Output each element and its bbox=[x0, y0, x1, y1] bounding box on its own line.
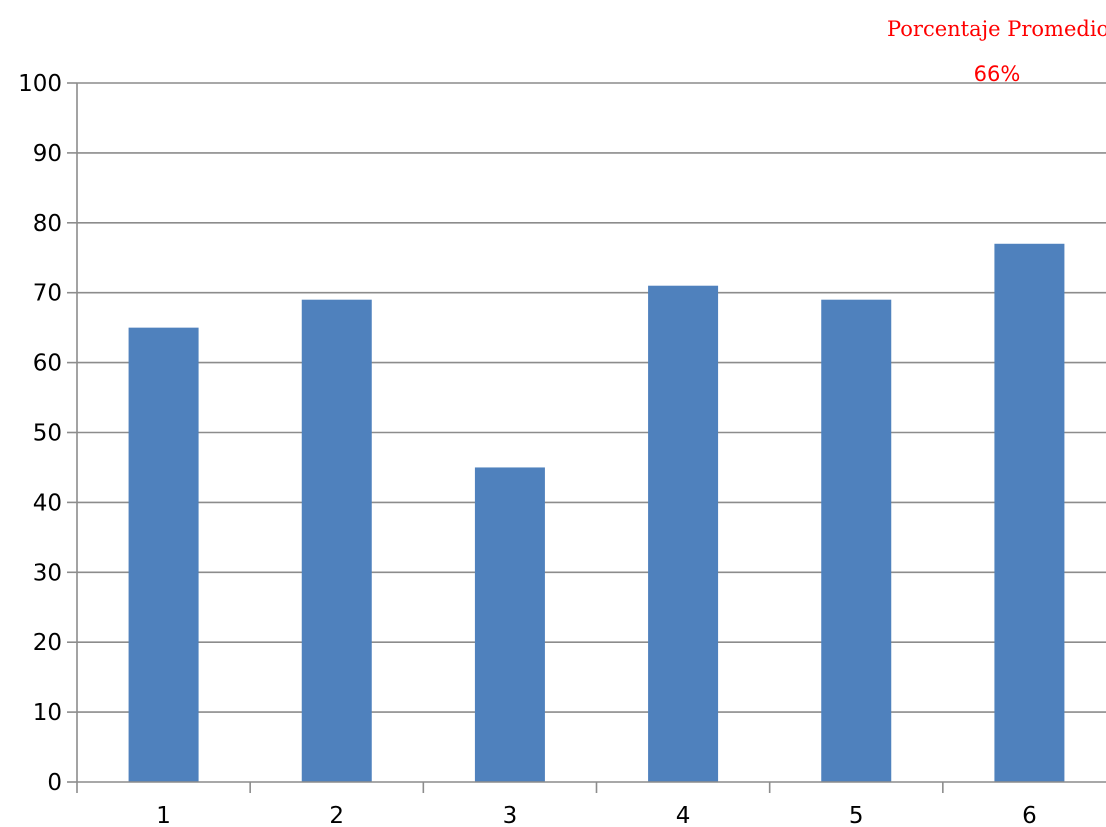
y-tick-label: 10 bbox=[33, 700, 62, 726]
x-tick-label: 6 bbox=[1022, 803, 1037, 827]
x-tick-label: 3 bbox=[503, 803, 518, 827]
average-percentage-value: 66% bbox=[974, 62, 1021, 86]
x-axis-ticks: 1 2 3 4 5 6 bbox=[76, 782, 1037, 827]
y-tick-label: 30 bbox=[33, 560, 62, 586]
x-tick-label: 4 bbox=[676, 803, 691, 827]
bar-category-1 bbox=[128, 327, 199, 782]
y-tick-label: 70 bbox=[33, 281, 62, 307]
average-percentage-title: Porcentaje Promedio bbox=[887, 17, 1106, 41]
bar-category-2 bbox=[301, 299, 372, 782]
x-tick-label: 1 bbox=[156, 803, 171, 827]
y-tick-label: 80 bbox=[33, 211, 62, 237]
y-tick-label: 40 bbox=[33, 490, 62, 516]
bar-category-5 bbox=[821, 299, 892, 782]
gridlines bbox=[77, 82, 1106, 713]
bar-category-3 bbox=[474, 467, 545, 782]
bar-category-6 bbox=[994, 243, 1065, 782]
x-tick-label: 5 bbox=[849, 803, 864, 827]
y-tick-label: 90 bbox=[33, 141, 62, 167]
y-axis-ticks: 0 10 20 30 40 50 60 70 80 90 100 bbox=[18, 71, 77, 796]
y-tick-label: 100 bbox=[18, 71, 62, 97]
y-tick-label: 60 bbox=[33, 351, 62, 377]
bar-category-4 bbox=[648, 285, 719, 782]
y-tick-label: 20 bbox=[33, 630, 62, 656]
bar-series bbox=[128, 243, 1065, 782]
y-tick-label: 0 bbox=[47, 770, 62, 796]
x-tick-label: 2 bbox=[329, 803, 344, 827]
y-tick-label: 50 bbox=[33, 421, 62, 447]
